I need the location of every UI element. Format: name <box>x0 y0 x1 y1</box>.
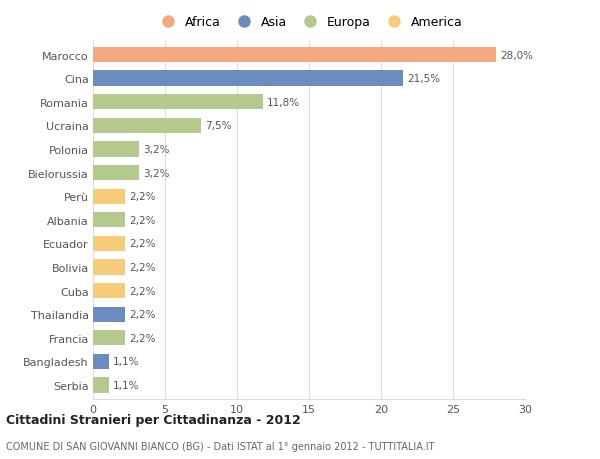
Text: 1,1%: 1,1% <box>113 380 140 390</box>
Text: 2,2%: 2,2% <box>129 215 155 225</box>
Text: Cittadini Stranieri per Cittadinanza - 2012: Cittadini Stranieri per Cittadinanza - 2… <box>6 413 301 426</box>
Text: 11,8%: 11,8% <box>267 98 301 107</box>
Text: 2,2%: 2,2% <box>129 333 155 343</box>
Bar <box>93 48 496 63</box>
Text: 2,2%: 2,2% <box>129 309 155 319</box>
Text: 2,2%: 2,2% <box>129 286 155 296</box>
Bar <box>93 118 201 134</box>
Bar <box>93 213 125 228</box>
Bar <box>93 166 139 181</box>
Bar <box>93 260 125 275</box>
Bar <box>93 71 403 87</box>
Text: 28,0%: 28,0% <box>500 50 533 61</box>
Text: 2,2%: 2,2% <box>129 263 155 273</box>
Text: 1,1%: 1,1% <box>113 357 140 367</box>
Bar <box>93 307 125 322</box>
Bar <box>93 189 125 204</box>
Bar <box>93 378 109 393</box>
Bar <box>93 330 125 346</box>
Text: 2,2%: 2,2% <box>129 192 155 202</box>
Bar <box>93 95 263 110</box>
Bar <box>93 354 109 369</box>
Bar <box>93 283 125 299</box>
Text: 3,2%: 3,2% <box>143 168 170 178</box>
Text: 21,5%: 21,5% <box>407 74 440 84</box>
Legend: Africa, Asia, Europa, America: Africa, Asia, Europa, America <box>152 13 466 32</box>
Bar <box>93 236 125 252</box>
Bar <box>93 142 139 157</box>
Text: 2,2%: 2,2% <box>129 239 155 249</box>
Text: COMUNE DI SAN GIOVANNI BIANCO (BG) - Dati ISTAT al 1° gennaio 2012 - TUTTITALIA.: COMUNE DI SAN GIOVANNI BIANCO (BG) - Dat… <box>6 441 434 451</box>
Text: 3,2%: 3,2% <box>143 145 170 155</box>
Text: 7,5%: 7,5% <box>205 121 232 131</box>
